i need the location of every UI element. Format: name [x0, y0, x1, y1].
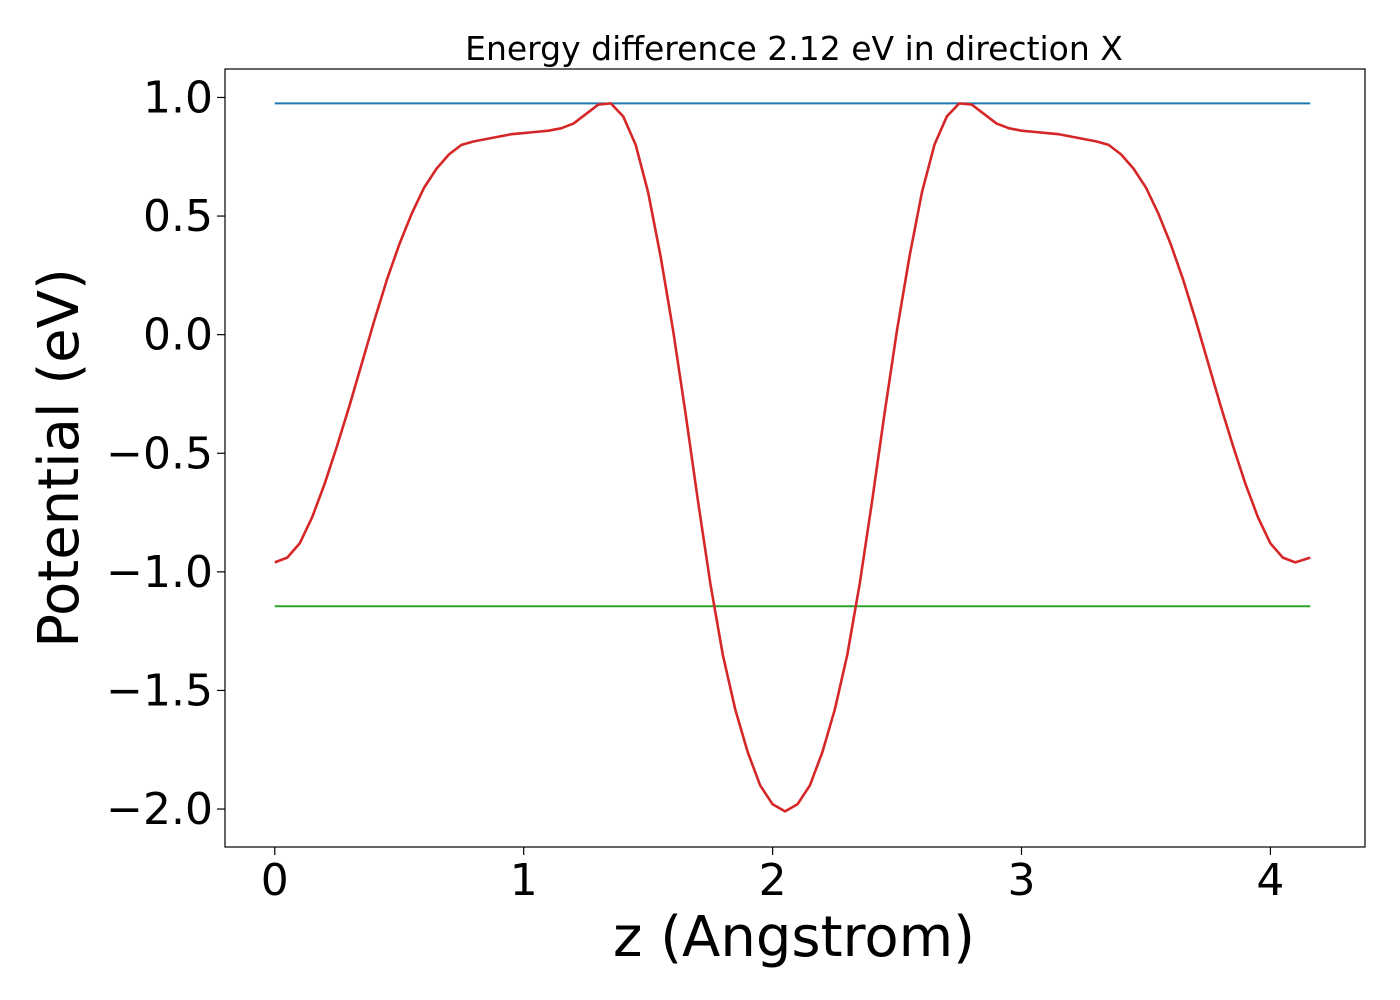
x-axis: 0 1 2 3 4: [261, 847, 1284, 906]
y-tick-label-0: 1.0: [143, 72, 213, 123]
x-tick-label-2: 2: [759, 855, 787, 906]
series-layer: [274, 102, 1311, 813]
x-tick-label-1: 1: [510, 855, 538, 906]
plot-frame: [224, 68, 1366, 848]
y-tick-label-2: 0.0: [143, 310, 213, 361]
x-tick-label-3: 3: [1008, 855, 1036, 906]
y-tick-label-3: −0.5: [106, 428, 213, 479]
series-line-3: [274, 102, 1311, 813]
y-tick-label-5: −1.5: [106, 665, 213, 716]
x-axis-label: z (Angstrom): [613, 905, 975, 970]
chart-title: Energy difference 2.12 eV in direction X: [465, 29, 1123, 68]
y-tick-label-1: 0.5: [143, 191, 213, 242]
y-axis-label: Potential (eV): [27, 268, 92, 648]
x-tick-label-4: 4: [1256, 855, 1284, 906]
y-tick-label-4: −1.0: [106, 547, 213, 598]
x-tick-label-0: 0: [261, 855, 289, 906]
y-tick-label-6: −2.0: [106, 784, 213, 835]
y-axis: 1.0 0.5 0.0 −0.5 −1.0 −1.5 −2.0: [106, 72, 225, 835]
